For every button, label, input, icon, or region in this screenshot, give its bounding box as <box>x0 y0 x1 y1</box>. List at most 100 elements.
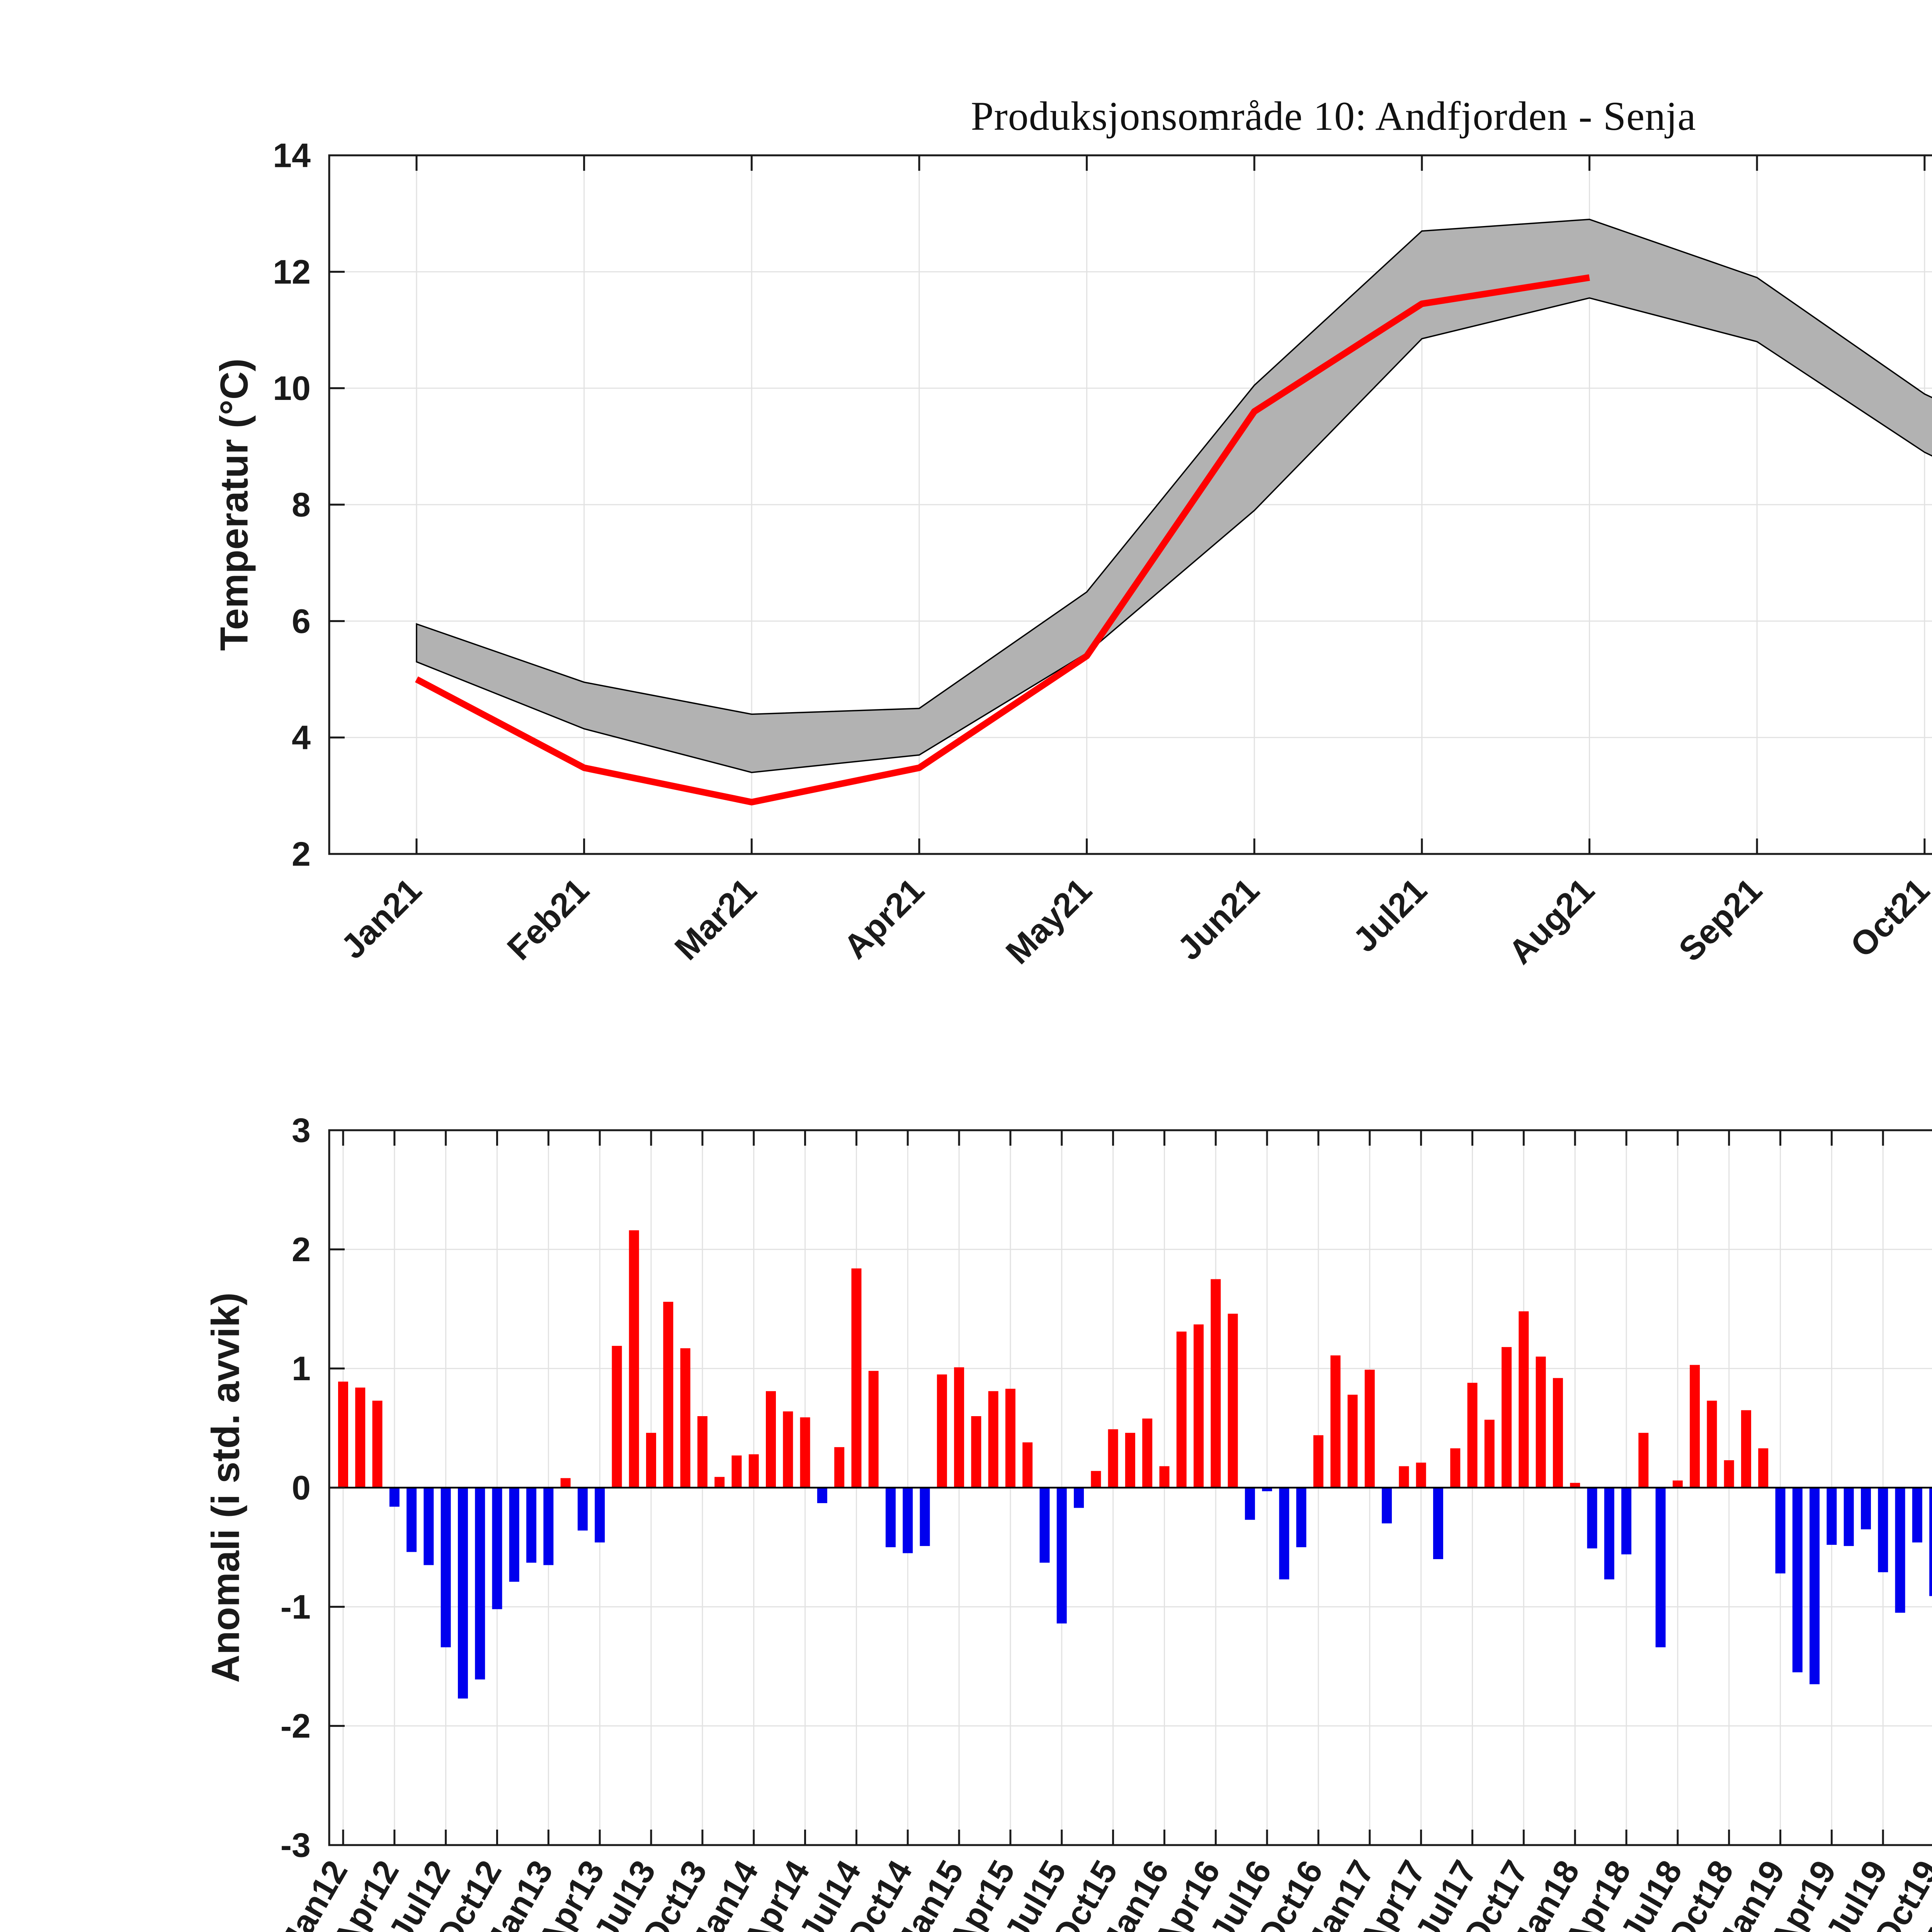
anomaly-bar <box>1621 1488 1631 1554</box>
anomaly-bar <box>1467 1383 1478 1488</box>
anomaly-axis-label: Anomali (i std. avvik) <box>204 1292 248 1683</box>
anomaly-bar <box>937 1374 947 1488</box>
anomaly-bar <box>1587 1488 1597 1549</box>
anomaly-bar <box>338 1381 348 1488</box>
anomaly-bar <box>423 1488 434 1565</box>
svg-text:10: 10 <box>273 369 311 407</box>
anomaly-bar <box>389 1488 400 1507</box>
temperature-axis-label: Temperatur (°C) <box>213 358 256 651</box>
anomaly-bar <box>1176 1332 1187 1488</box>
anomaly-bar <box>817 1488 827 1503</box>
anomaly-bar <box>1895 1488 1905 1613</box>
anomaly-bar <box>1810 1488 1820 1684</box>
anomaly-ticks <box>329 1129 1884 1846</box>
anomaly-ytick-labels: -3 -2 -1 0 1 2 3 <box>281 1111 311 1864</box>
anomaly-bar <box>526 1488 537 1563</box>
anomaly-bar <box>440 1488 451 1648</box>
svg-text:3: 3 <box>292 1111 311 1150</box>
anomaly-bar <box>1125 1433 1135 1488</box>
svg-text:4: 4 <box>292 718 311 757</box>
anomaly-bar <box>1022 1442 1033 1488</box>
anomaly-bar <box>475 1488 485 1680</box>
anomaly-bar <box>1450 1448 1461 1488</box>
temperature-2021-line <box>415 274 1590 806</box>
anomaly-bar <box>1228 1313 1238 1488</box>
anomaly-bar <box>680 1348 690 1488</box>
svg-text:Jun21: Jun21 <box>1170 871 1267 967</box>
anomaly-bar <box>1279 1488 1289 1580</box>
svg-text:-2: -2 <box>281 1707 311 1745</box>
anomaly-bar <box>1604 1488 1614 1580</box>
anomaly-bar <box>372 1400 383 1488</box>
anomaly-bar <box>714 1477 725 1488</box>
anomaly-bar <box>1262 1488 1272 1492</box>
svg-text:14: 14 <box>273 136 311 175</box>
svg-text:Sep21: Sep21 <box>1671 871 1769 968</box>
svg-text:1: 1 <box>292 1349 311 1388</box>
anomaly-bar <box>1108 1429 1118 1488</box>
anomaly-bar <box>1827 1488 1837 1545</box>
anomaly-bar <box>697 1416 707 1488</box>
chart-title: Produksjonsområde 10: Andfjorden - Senja <box>971 94 1696 139</box>
anomaly-bar <box>988 1391 998 1488</box>
anomaly-bar <box>1758 1448 1769 1488</box>
anomaly-bar <box>560 1478 571 1488</box>
anomaly-bar <box>783 1411 793 1488</box>
anomaly-bar <box>1296 1488 1306 1548</box>
anomaly-bar <box>971 1416 981 1488</box>
svg-text:12: 12 <box>273 253 311 291</box>
anomaly-bar <box>1878 1488 1888 1572</box>
svg-text:Feb21: Feb21 <box>500 871 596 967</box>
normal-range-band <box>416 218 1932 773</box>
anomaly-bar <box>1775 1488 1786 1573</box>
anomaly-bar <box>355 1388 366 1488</box>
anomaly-bar <box>800 1417 810 1488</box>
anomaly-bar <box>1672 1480 1683 1488</box>
anomaly-bar <box>748 1454 759 1488</box>
anomaly-bar <box>851 1268 862 1488</box>
anomaly-bar <box>1724 1460 1734 1488</box>
anomaly-bar <box>646 1433 656 1488</box>
anomaly-bar <box>1330 1355 1341 1488</box>
anomaly-bar <box>1211 1279 1221 1488</box>
svg-text:0: 0 <box>292 1469 311 1507</box>
anomaly-bar <box>543 1488 554 1565</box>
anomaly-bar <box>1245 1488 1255 1520</box>
svg-text:Mar21: Mar21 <box>667 871 764 967</box>
anomaly-bar <box>1690 1365 1700 1488</box>
anomaly-bar <box>1570 1483 1580 1488</box>
anomaly-bar <box>1861 1488 1871 1529</box>
anomaly-bar <box>1433 1488 1443 1559</box>
anomaly-bar <box>903 1488 913 1553</box>
anomaly-bar <box>1655 1488 1666 1648</box>
temperature-xtick-labels: Jan21 Feb21 Mar21 Apr21 May21 Jun21 Jul21 Aug21… <box>333 871 1932 971</box>
svg-text:2: 2 <box>292 1230 311 1269</box>
anomaly-bar <box>1844 1488 1854 1546</box>
anomaly-bar <box>1638 1433 1649 1488</box>
anomaly-bar <box>509 1488 519 1582</box>
anomaly-bar <box>577 1488 588 1531</box>
anomaly-bar <box>1929 1488 1932 1596</box>
anomaly-bar <box>1912 1488 1922 1543</box>
anomaly-xtick-labels: Jan12Apr12Jul12Oct12Jan13Apr13Jul13Oct13… <box>274 1854 1932 1932</box>
temperature-chart: 2 4 6 8 10 12 14 Jan21 Feb21 Mar21 Apr21 May21 Jun21… <box>273 136 1932 971</box>
anomaly-bar <box>1364 1369 1375 1488</box>
anomaly-bar <box>1502 1347 1512 1488</box>
anomaly-bar <box>1074 1488 1084 1508</box>
anomaly-bar <box>1056 1488 1067 1624</box>
anomaly-bar <box>1741 1410 1751 1488</box>
svg-text:-1: -1 <box>281 1588 311 1626</box>
anomaly-bar <box>1091 1471 1101 1488</box>
svg-text:2: 2 <box>292 835 311 873</box>
svg-text:Apr21: Apr21 <box>836 871 931 966</box>
svg-text:Oct21: Oct21 <box>1843 871 1932 964</box>
svg-text:May21: May21 <box>998 871 1099 971</box>
anomaly-bar <box>1553 1378 1563 1488</box>
anomaly-bar <box>868 1371 879 1488</box>
anomaly-bar <box>834 1447 845 1488</box>
anomaly-bar <box>920 1488 930 1546</box>
svg-text:Jan21: Jan21 <box>333 871 429 966</box>
anomaly-bars <box>338 1230 1932 1699</box>
